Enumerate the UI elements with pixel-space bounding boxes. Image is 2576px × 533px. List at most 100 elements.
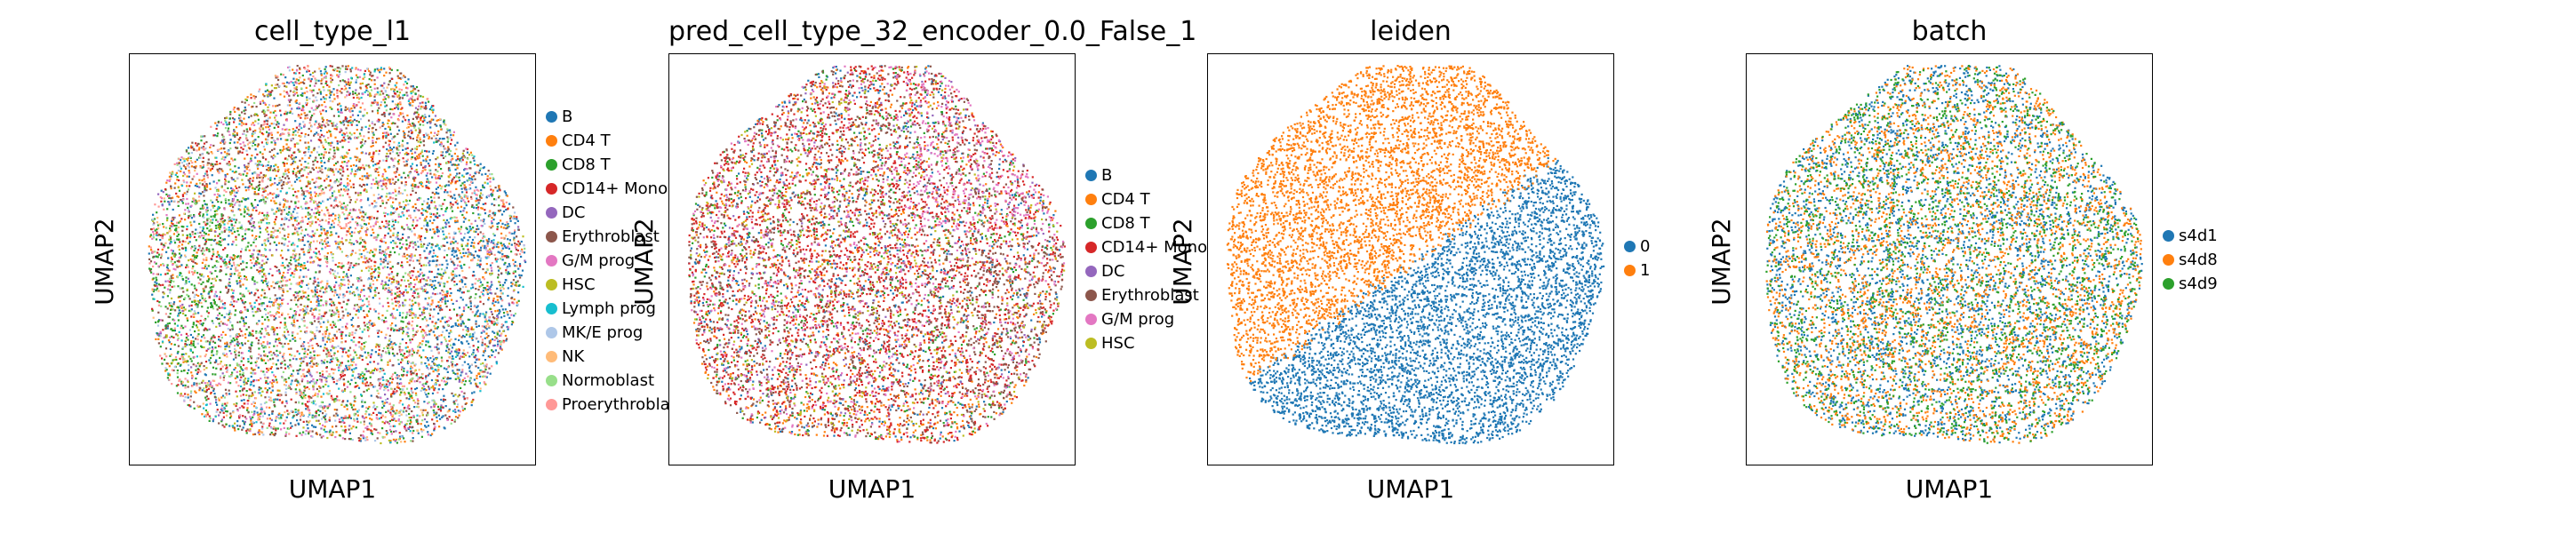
point (346, 404, 348, 407)
point (229, 139, 232, 141)
point (252, 177, 255, 179)
point (172, 233, 175, 235)
point (396, 104, 399, 107)
point (428, 243, 431, 245)
point (396, 273, 399, 275)
point (345, 155, 348, 158)
point (463, 184, 466, 187)
point (320, 126, 323, 129)
point (464, 218, 467, 220)
point (230, 257, 233, 259)
point (458, 179, 460, 182)
point (433, 411, 436, 414)
point (172, 250, 174, 252)
point (262, 359, 266, 362)
point (188, 369, 190, 371)
point (281, 149, 284, 152)
point (472, 351, 475, 354)
point (249, 423, 252, 426)
point (242, 183, 244, 186)
point (484, 289, 488, 291)
point (268, 273, 270, 275)
point (456, 155, 459, 158)
point (437, 318, 440, 321)
point (454, 232, 457, 235)
point (206, 306, 209, 309)
point (333, 98, 336, 100)
point (166, 264, 169, 266)
point (417, 134, 420, 137)
point (456, 167, 459, 170)
point (388, 289, 390, 291)
point (406, 260, 409, 264)
point (431, 299, 434, 302)
point (189, 357, 192, 360)
point (188, 309, 191, 312)
point (198, 365, 201, 368)
point (425, 291, 428, 294)
point (384, 127, 387, 131)
point (400, 391, 403, 394)
point (489, 291, 492, 294)
point (418, 153, 420, 156)
point (274, 142, 276, 145)
point (517, 267, 520, 270)
point (324, 66, 327, 68)
point (512, 259, 515, 261)
point (264, 138, 268, 140)
point (301, 107, 304, 109)
point (481, 283, 484, 286)
point (180, 254, 183, 257)
point (413, 179, 416, 182)
point (213, 216, 216, 219)
point (397, 362, 400, 365)
point (499, 209, 502, 211)
point (314, 286, 316, 289)
point (436, 264, 438, 266)
point (188, 295, 190, 298)
point (483, 325, 485, 328)
point (438, 138, 441, 140)
point (256, 261, 259, 264)
point (432, 330, 435, 333)
point (390, 68, 393, 71)
point (358, 178, 362, 180)
point (348, 108, 351, 111)
point (203, 178, 205, 180)
point (446, 150, 449, 154)
point (373, 200, 376, 203)
point (506, 266, 509, 268)
point (452, 355, 454, 358)
point (285, 400, 288, 402)
point (455, 250, 458, 252)
point (324, 426, 326, 428)
point (322, 146, 325, 148)
point (180, 363, 182, 366)
point (382, 123, 385, 126)
point (280, 138, 283, 140)
point (218, 399, 220, 402)
point (304, 133, 307, 136)
point (275, 105, 277, 107)
point (172, 359, 174, 362)
point (258, 262, 260, 265)
point (338, 246, 340, 249)
point (440, 334, 443, 337)
point (409, 394, 412, 396)
point (169, 354, 172, 357)
point (501, 247, 504, 250)
point (452, 237, 455, 240)
point (417, 121, 420, 123)
point (339, 266, 341, 268)
point (467, 239, 469, 242)
point (459, 280, 461, 282)
point (443, 272, 445, 274)
point (429, 216, 432, 219)
point (246, 409, 249, 411)
point (489, 320, 492, 322)
point (436, 255, 439, 259)
point (349, 227, 352, 229)
point (377, 171, 380, 173)
point (379, 226, 381, 228)
point (187, 159, 189, 162)
